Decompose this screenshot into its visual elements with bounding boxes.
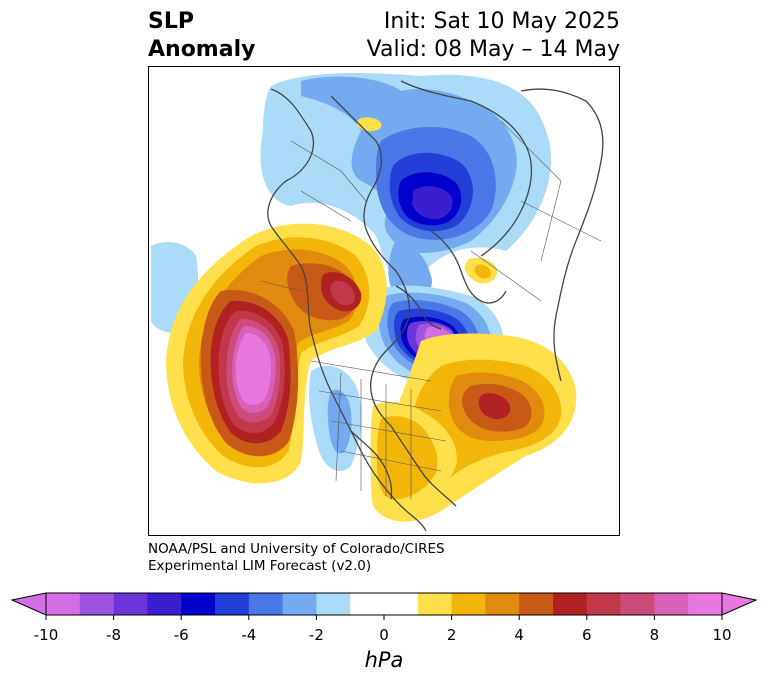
colorbar-segment: [620, 593, 655, 615]
variable-title-line2: Anomaly: [148, 37, 256, 62]
colorbar-segment: [654, 593, 689, 615]
colorbar-segment: [79, 593, 115, 615]
colorbar-segment: [147, 593, 182, 615]
colorbar-segment: [553, 593, 588, 615]
colorbar-segments: [46, 593, 723, 615]
colorbar: [10, 592, 758, 620]
colorbar-under-arrow: [10, 592, 47, 616]
colorbar-segment: [215, 593, 250, 615]
credit-line1: NOAA/PSL and University of Colorado/CIRE…: [148, 541, 445, 557]
colorbar-tick-label: -6: [173, 626, 189, 644]
credit-text: NOAA/PSL and University of Colorado/CIRE…: [148, 541, 445, 575]
colorbar-tick-label: -2: [308, 626, 324, 644]
map-svg: [151, 73, 604, 532]
colorbar-tick-label: 6: [582, 626, 592, 644]
anomaly-map: [148, 66, 620, 536]
political-borders: [260, 120, 602, 499]
date-title: Init: Sat 10 May 2025 Valid: 08 May – 14…: [367, 8, 620, 64]
init-date: Init: Sat 10 May 2025: [383, 9, 620, 34]
credit-line2: Experimental LIM Forecast (v2.0): [148, 558, 372, 574]
colorbar-segment: [282, 593, 317, 615]
colorbar-tick-label: -8: [106, 626, 122, 644]
colorbar-segment: [485, 593, 520, 615]
colorbar-segment: [113, 593, 148, 615]
colorbar-tick-label: 2: [446, 626, 457, 644]
valid-range: Valid: 08 May – 14 May: [366, 37, 620, 62]
colorbar-tick-label: 8: [649, 626, 660, 644]
colorbar-segment: [451, 593, 486, 615]
colorbar-ticks: [45, 615, 723, 620]
colorbar-segment: [350, 593, 419, 615]
colorbar-segment: [586, 593, 622, 615]
colorbar-units: hPa: [364, 648, 404, 672]
colorbar-tick-label: 4: [514, 626, 524, 644]
colorbar-segment: [248, 593, 284, 615]
variable-title: SLP Anomaly: [148, 8, 255, 64]
positive-anomaly-fill: [166, 117, 577, 522]
colorbar-segment: [316, 593, 351, 615]
colorbar-segment: [181, 593, 216, 615]
colorbar-tick-label: 10: [712, 626, 732, 644]
colorbar-segment: [417, 593, 453, 615]
variable-title-line1: SLP: [148, 9, 194, 34]
colorbar-over-arrow: [721, 592, 758, 616]
colorbar-segment: [46, 593, 81, 615]
colorbar-segment: [519, 593, 554, 615]
colorbar-tick-label: -4: [241, 626, 257, 644]
colorbar-tick-label: 0: [379, 626, 389, 644]
colorbar-tick-label: -10: [33, 626, 59, 644]
colorbar-segment: [688, 593, 723, 615]
